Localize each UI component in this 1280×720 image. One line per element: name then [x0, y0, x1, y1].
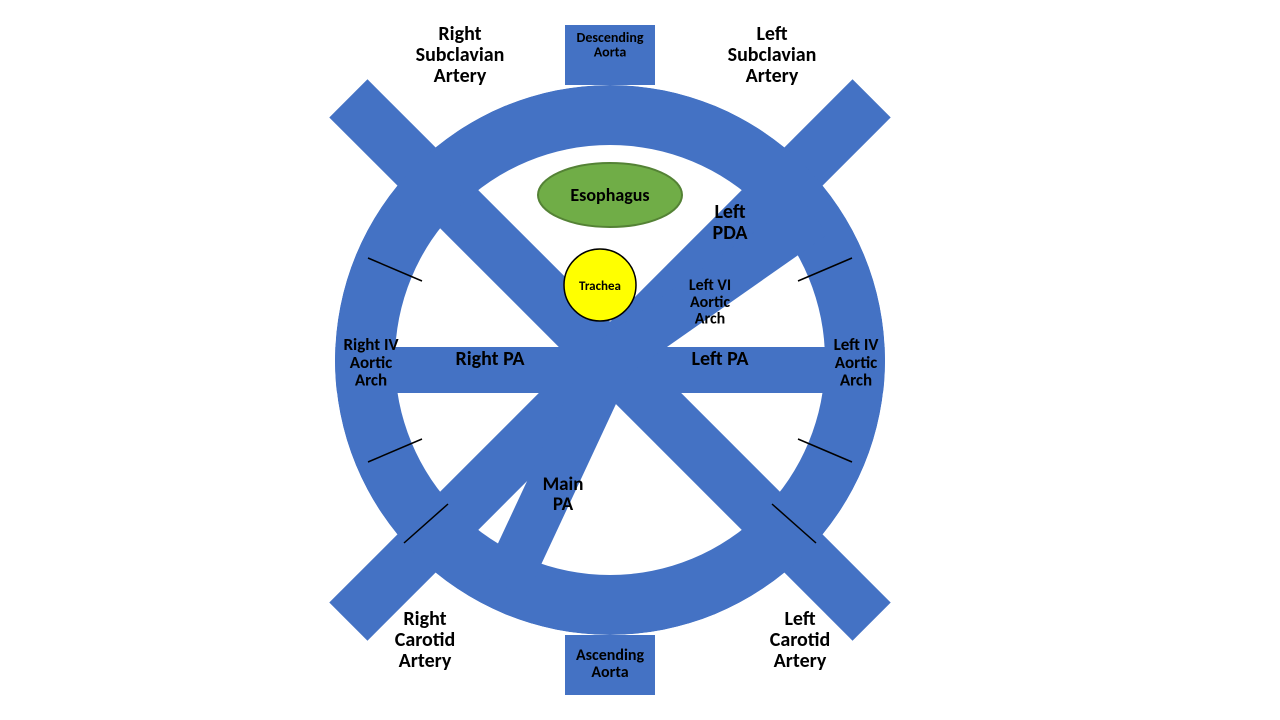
esophagus-label: Esophagus	[570, 184, 649, 206]
label-r-subclavian: RightSubclavianArtery	[416, 22, 505, 88]
label-r-carotid: RightCarotidArtery	[395, 607, 456, 673]
label-left-pda: LeftPDA	[713, 200, 749, 245]
aortic-arch-diagram: Esophagus Trachea RightSubclavianArtery L…	[0, 0, 1280, 720]
label-right-pa: Right PA	[455, 347, 525, 371]
label-l-subclavian: LeftSubclavianArtery	[728, 22, 817, 88]
label-l-carotid: LeftCarotidArtery	[770, 607, 831, 673]
label-left-pa: Left PA	[691, 347, 749, 371]
trachea-label: Trachea	[579, 279, 621, 294]
label-left-vi: Left VIAorticArch	[689, 276, 731, 329]
